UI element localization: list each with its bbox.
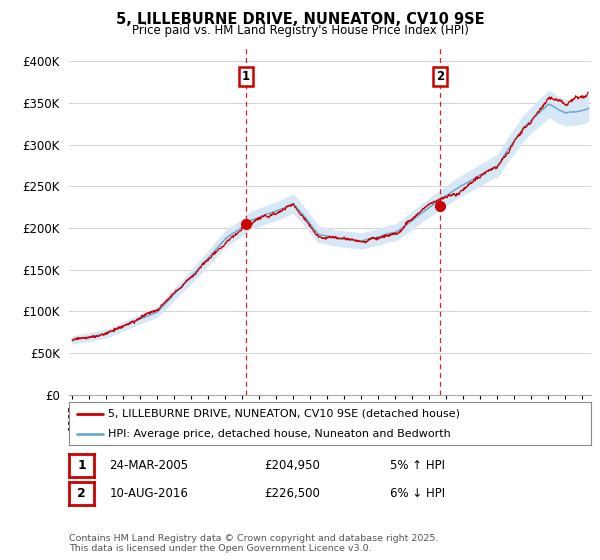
Text: 1: 1: [242, 70, 250, 83]
Text: £226,500: £226,500: [264, 487, 320, 500]
Text: 5% ↑ HPI: 5% ↑ HPI: [390, 459, 445, 472]
Text: 6% ↓ HPI: 6% ↓ HPI: [390, 487, 445, 500]
Text: Price paid vs. HM Land Registry's House Price Index (HPI): Price paid vs. HM Land Registry's House …: [131, 24, 469, 36]
Text: £204,950: £204,950: [264, 459, 320, 472]
Text: 2: 2: [77, 487, 86, 500]
Text: 24-MAR-2005: 24-MAR-2005: [109, 459, 188, 472]
Text: 5, LILLEBURNE DRIVE, NUNEATON, CV10 9SE (detached house): 5, LILLEBURNE DRIVE, NUNEATON, CV10 9SE …: [108, 409, 460, 419]
Text: HPI: Average price, detached house, Nuneaton and Bedworth: HPI: Average price, detached house, Nune…: [108, 430, 451, 439]
Text: 5, LILLEBURNE DRIVE, NUNEATON, CV10 9SE: 5, LILLEBURNE DRIVE, NUNEATON, CV10 9SE: [116, 12, 484, 27]
Text: 2: 2: [436, 70, 444, 83]
Text: Contains HM Land Registry data © Crown copyright and database right 2025.
This d: Contains HM Land Registry data © Crown c…: [69, 534, 439, 553]
Text: 1: 1: [77, 459, 86, 472]
Text: 10-AUG-2016: 10-AUG-2016: [109, 487, 188, 500]
